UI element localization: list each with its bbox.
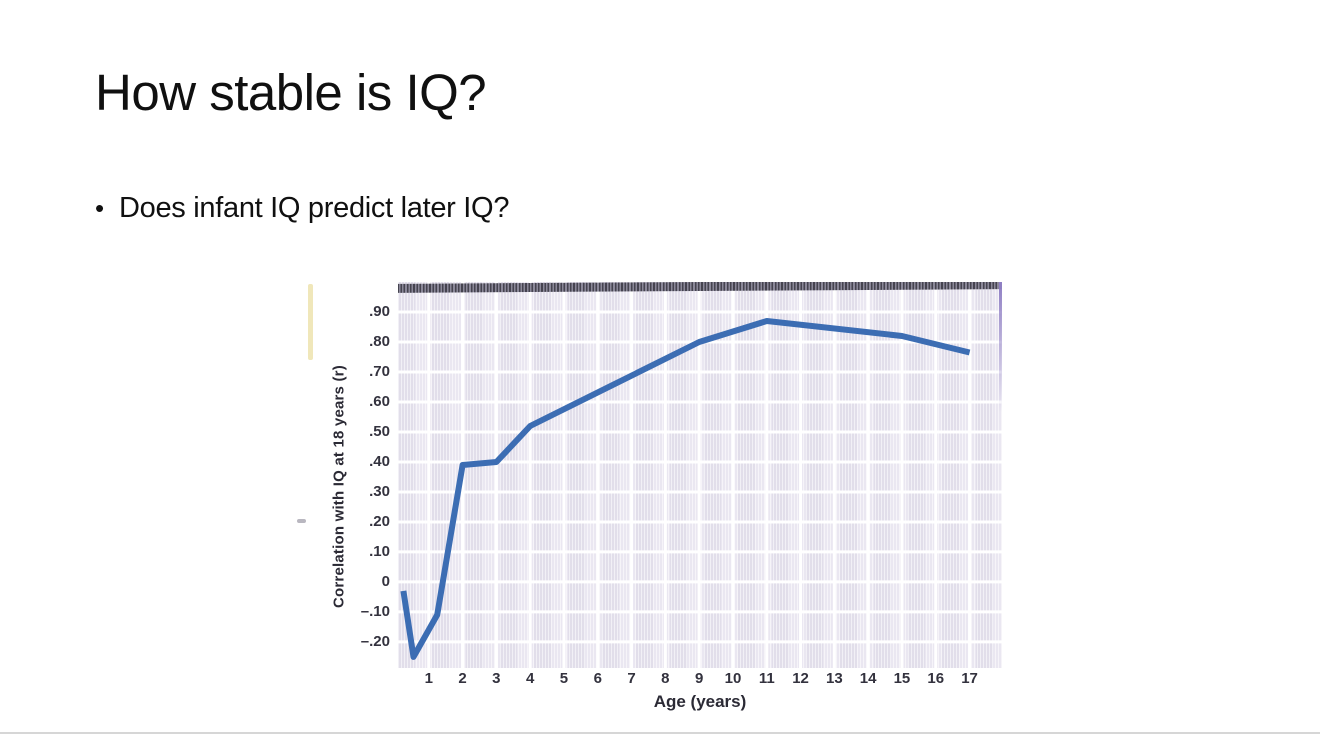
x-tick-label: 12 — [792, 670, 809, 687]
x-tick-label: 8 — [661, 670, 670, 687]
x-axis-ticks: 1 2 3 4 5 6 7 8 9 10 11 12 13 14 15 16 17 — [398, 670, 1002, 688]
bullet-text: Does infant IQ predict later IQ? — [119, 192, 510, 224]
y-tick-label: .80 — [369, 332, 390, 350]
x-tick-label: 4 — [525, 670, 535, 687]
chart-line — [400, 318, 971, 660]
y-tick-label: .70 — [369, 362, 390, 380]
y-tick-label: –.10 — [360, 602, 390, 620]
x-tick-label: 13 — [826, 670, 843, 687]
chart-canvas — [398, 282, 1002, 668]
y-tick-label: –.20 — [360, 632, 390, 650]
chart-plot-area — [398, 282, 1002, 668]
x-tick-label: 6 — [593, 670, 602, 687]
x-tick-label: 2 — [458, 670, 467, 687]
bullet-list: • Does infant IQ predict later IQ? — [95, 192, 509, 225]
y-tick-label: 0 — [381, 572, 390, 590]
x-tick-label: 17 — [961, 670, 978, 687]
x-tick-label: 11 — [758, 670, 775, 687]
x-tick-label: 10 — [724, 670, 742, 687]
y-axis-ticks: .90 .80 .70 .60 .50 .40 .30 .20 .10 0 –.10 –.20 — [300, 282, 394, 668]
scan-artifact-yellow-strip — [308, 284, 313, 360]
x-tick-label: 15 — [893, 670, 911, 687]
x-tick-label: 14 — [859, 670, 877, 687]
y-tick-label: .40 — [369, 452, 390, 470]
bullet-marker: • — [95, 193, 104, 223]
x-tick-label: 5 — [559, 670, 569, 687]
slide-bottom-divider — [0, 732, 1320, 734]
y-tick-label: .10 — [369, 542, 390, 560]
y-tick-label: .50 — [369, 422, 390, 440]
y-tick-label: .90 — [369, 302, 390, 320]
x-tick-label: 16 — [927, 670, 945, 687]
slide-title: How stable is IQ? — [95, 64, 487, 121]
y-tick-label: .30 — [369, 482, 390, 500]
bullet-item: • Does infant IQ predict later IQ? — [95, 192, 509, 225]
y-tick-label: .60 — [369, 392, 390, 410]
x-tick-label: 9 — [694, 670, 704, 687]
x-axis-title: Age (years) — [653, 692, 747, 711]
scan-artifact-right-edge — [999, 282, 1002, 412]
iq-correlation-chart: Correlation with IQ at 18 years (r) .90.… — [297, 272, 1010, 720]
x-tick-label: 1 — [424, 670, 433, 687]
x-tick-label: 3 — [492, 670, 501, 687]
y-tick-label: .20 — [369, 512, 390, 530]
scan-artifact-dash — [297, 519, 306, 523]
x-tick-label: 7 — [627, 670, 636, 687]
